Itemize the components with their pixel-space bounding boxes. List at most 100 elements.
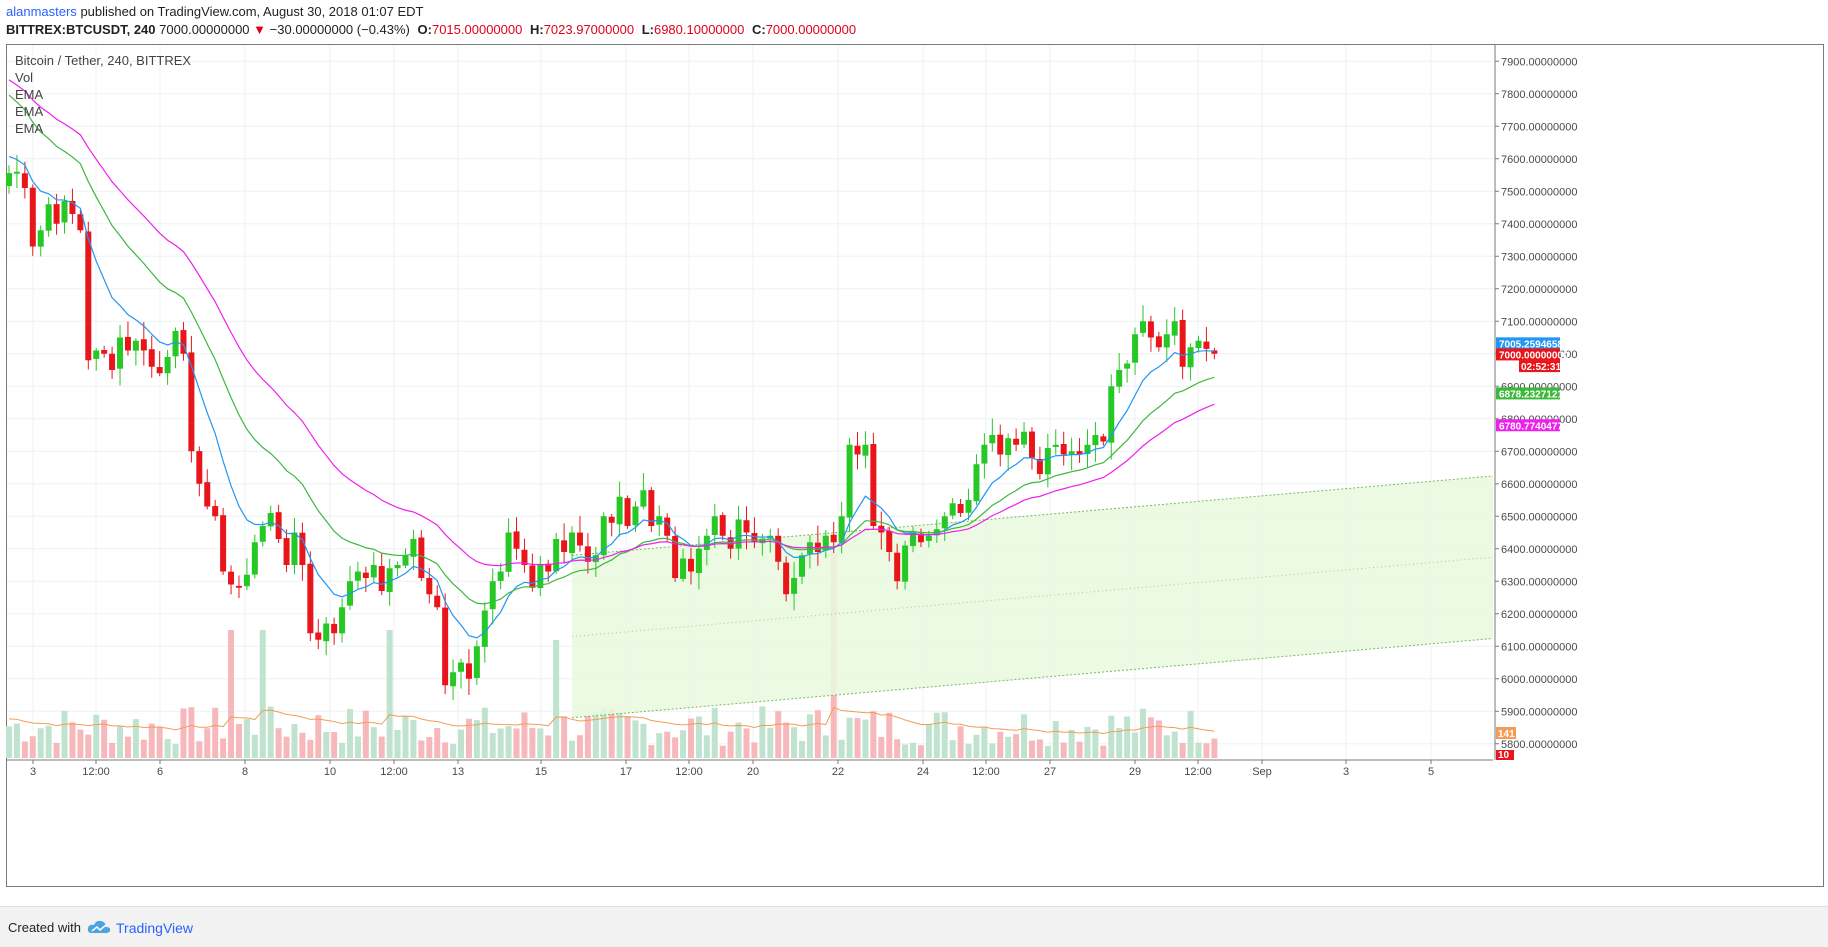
volume-bar xyxy=(275,728,282,758)
volume-bar xyxy=(640,723,647,758)
volume-bar xyxy=(529,727,536,758)
candle-body xyxy=(1052,444,1059,447)
candle-body xyxy=(21,173,28,188)
open-label: O: xyxy=(417,22,432,37)
volume-bar xyxy=(814,710,821,758)
candle-body xyxy=(830,534,837,543)
volume-bar xyxy=(767,727,774,758)
candle-body xyxy=(648,490,655,526)
volume-bar xyxy=(1060,742,1067,758)
last-price-tag-bg xyxy=(1496,348,1560,361)
time-tick-label: 24 xyxy=(917,766,929,778)
candle-body xyxy=(370,565,377,578)
candle-body xyxy=(553,539,560,572)
candle-body xyxy=(362,572,369,578)
volume-ma-tag-bg xyxy=(1496,727,1516,739)
price-tick-label: 5800.00000000 xyxy=(1501,739,1577,751)
legend-ema-slow[interactable]: EMA xyxy=(15,121,44,136)
volume-bar xyxy=(1092,729,1099,758)
price-tick-label: 7500.00000000 xyxy=(1501,186,1577,198)
ema-slow-price-tag-bg xyxy=(1496,419,1560,432)
candle-body xyxy=(592,555,599,563)
candle-body xyxy=(537,565,544,589)
candle-body xyxy=(1179,319,1186,367)
volume-bar xyxy=(6,726,12,758)
volume-bar xyxy=(838,739,845,758)
candle-body xyxy=(1084,444,1091,455)
volume-bar xyxy=(307,739,314,758)
low-value: 6980.10000000 xyxy=(653,22,745,37)
legend-vol[interactable]: Vol xyxy=(15,70,34,85)
candle-body xyxy=(1068,451,1075,455)
candle-body xyxy=(1116,370,1123,387)
volume-bar xyxy=(1203,743,1210,758)
volume-bar xyxy=(735,722,742,758)
candle-body xyxy=(212,506,219,517)
time-tick-label: 15 xyxy=(535,766,547,778)
candle-body xyxy=(204,482,211,507)
tradingview-cloud-icon xyxy=(87,920,111,933)
candle-body xyxy=(29,187,36,247)
volume-bar xyxy=(680,730,687,758)
volume-bar xyxy=(323,731,330,758)
candle-body xyxy=(13,171,20,174)
volume-bar xyxy=(29,736,36,758)
candle-body xyxy=(505,532,512,572)
candle-body xyxy=(69,200,76,214)
volume-bar xyxy=(711,707,718,758)
candle-body xyxy=(473,646,480,678)
volume-bar xyxy=(759,706,766,758)
candle-body xyxy=(624,498,631,526)
candle-body xyxy=(315,632,322,640)
price-chart[interactable]: 5800.00000000 5900.00000000 6000.00000000 6… xyxy=(0,0,1828,906)
price-tick-label: 7200.00000000 xyxy=(1501,284,1577,296)
open-value: 7015.00000000 xyxy=(431,22,523,37)
candle-body xyxy=(949,503,956,516)
candle-body xyxy=(1147,321,1154,338)
volume-bar xyxy=(434,727,441,758)
volume-bar xyxy=(846,717,853,758)
volume-bar xyxy=(140,739,147,758)
volume-bar xyxy=(1068,729,1075,758)
volume-bar xyxy=(378,736,385,758)
candle-body xyxy=(386,568,393,592)
price-tick-label: 6500.00000000 xyxy=(1501,511,1577,523)
author-link[interactable]: alanmasters xyxy=(6,4,77,19)
volume-bar xyxy=(751,742,758,758)
volume-bar xyxy=(1044,745,1051,758)
candle-body xyxy=(1005,438,1012,456)
volume-bar xyxy=(93,714,100,758)
time-tick-label: 6 xyxy=(157,766,163,778)
candle-body xyxy=(228,571,235,585)
candle-body xyxy=(925,535,932,541)
volume-bar xyxy=(267,706,274,758)
candle-body xyxy=(569,532,576,554)
legend-title: Bitcoin / Tether, 240, BITTREX xyxy=(15,53,192,68)
volume-bar xyxy=(497,728,504,758)
candle-body xyxy=(703,535,710,550)
volume-bar xyxy=(933,712,940,758)
ema-fast-price-tag: 7005.25946580 xyxy=(1499,339,1569,350)
candle-body xyxy=(450,672,457,687)
volume-bar xyxy=(997,731,1004,758)
candle-body xyxy=(251,542,258,575)
ema-fast-price-tag-bg xyxy=(1496,337,1560,350)
volume-bar xyxy=(458,729,465,758)
volume-bar xyxy=(180,708,187,758)
candle-body xyxy=(561,540,568,552)
volume-bar xyxy=(418,740,425,758)
candle-body xyxy=(6,173,12,187)
candle-body xyxy=(846,444,853,518)
time-tick-label: 29 xyxy=(1129,766,1141,778)
legend-ema-fast[interactable]: EMA xyxy=(15,87,44,102)
price-tick-label: 7400.00000000 xyxy=(1501,219,1577,231)
volume-bar xyxy=(402,715,409,758)
chart-area[interactable] xyxy=(6,44,1824,887)
candle-body xyxy=(870,444,877,526)
tradingview-link[interactable]: TradingView xyxy=(116,920,194,936)
volume-bar xyxy=(1147,717,1154,758)
legend-ema-mid[interactable]: EMA xyxy=(15,104,44,119)
volume-bar xyxy=(743,728,750,758)
ema-mid-line xyxy=(8,94,1215,605)
candle-body xyxy=(93,350,100,359)
